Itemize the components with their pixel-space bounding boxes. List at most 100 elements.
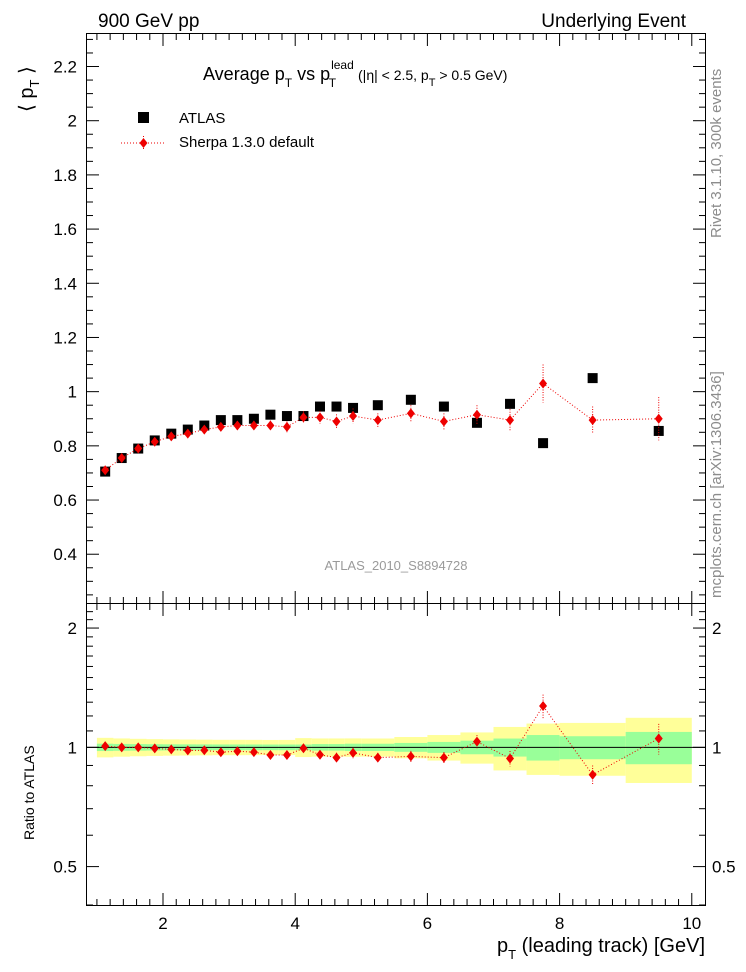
atlas-point-9 <box>248 413 259 424</box>
y-tick-label: 1.4 <box>53 274 77 293</box>
ratio-sherpa-point-19 <box>472 736 481 747</box>
ratio-sherpa-point-1 <box>117 742 126 753</box>
sherpa-point-0 <box>101 465 110 476</box>
sherpa-line <box>104 382 659 471</box>
y-tick-label: 1.6 <box>53 220 77 239</box>
y-tick-label: 0.4 <box>53 545 77 564</box>
ratio-sherpa-point-12 <box>299 743 308 754</box>
ratio-sherpa-point-23 <box>654 733 663 744</box>
sherpa-point-3 <box>150 436 159 447</box>
analysis-id: ATLAS_2010_S8894728 <box>325 558 468 573</box>
ratio-sherpa-point-0 <box>101 741 110 752</box>
mcplots-label: mcplots.cern.ch [arXiv:1306.3436] <box>708 371 725 598</box>
legend-label-atlas: ATLAS <box>179 110 225 127</box>
sherpa-point-1 <box>117 453 126 464</box>
sherpa-point-21 <box>539 378 548 389</box>
legend-marker-mc <box>139 138 148 148</box>
sherpa-point-15 <box>349 411 358 422</box>
atlas-point-18 <box>438 401 449 412</box>
ratio-y-tick-label-right: 1 <box>712 738 721 757</box>
ratio-sherpa-point-15 <box>349 747 358 758</box>
y-tick-label: 1.8 <box>53 166 77 185</box>
ratio-sherpa-point-22 <box>588 769 597 780</box>
y-tick-label: 2 <box>68 112 77 131</box>
ratio-sherpa-point-16 <box>373 752 382 763</box>
ratio-sherpa-point-5 <box>183 745 192 756</box>
atlas-point-8 <box>232 415 243 426</box>
ratio-sherpa-point-8 <box>233 746 242 757</box>
chart-title: Average pT vs plead T (|η| < 2.5, pT > 0.… <box>203 58 507 90</box>
x-axis-label: pT (leading track) [GeV] <box>497 935 705 962</box>
header-right: Underlying Event <box>541 11 686 32</box>
x-tick-label: 10 <box>682 914 701 933</box>
ratio-sherpa-point-18 <box>439 752 448 763</box>
x-tick-label: 6 <box>423 914 432 933</box>
atlas-point-14 <box>331 401 342 412</box>
ratio-sherpa-point-10 <box>266 750 275 761</box>
atlas-data-points <box>100 373 664 477</box>
atlas-point-22 <box>587 373 598 384</box>
ratio-y-tick-label-left: 2 <box>68 619 77 638</box>
sherpa-point-4 <box>167 431 176 442</box>
atlas-point-11 <box>281 411 292 422</box>
ratio-sherpa-point-11 <box>282 750 291 761</box>
sherpa-point-5 <box>183 428 192 439</box>
tick-labels: 2 4 6 8 10 0.4 0.6 0.8 1 1.2 1.4 1.6 1.8 2 2.2 0.5 0.5 1 1… <box>53 58 735 933</box>
legend-label-mc: Sherpa 1.3.0 default <box>179 134 315 151</box>
ratio-y-tick-label-left: 1 <box>68 738 77 757</box>
rivet-label: Rivet 3.1.10, 300k events <box>708 69 725 238</box>
atlas-point-17 <box>405 394 416 405</box>
ratio-sherpa-point-13 <box>315 749 324 760</box>
y-tick-label: 1.2 <box>53 328 77 347</box>
ratio-mc-points <box>101 694 663 785</box>
atlas-point-13 <box>314 401 325 412</box>
atlas-point-21 <box>538 438 549 449</box>
y-tick-label: 0.6 <box>53 491 77 510</box>
ratio-sherpa-point-4 <box>167 744 176 755</box>
atlas-point-7 <box>215 415 226 426</box>
sherpa-point-6 <box>200 424 209 435</box>
header-left: 900 GeV pp <box>98 11 199 32</box>
sherpa-mc-points <box>101 364 663 476</box>
legend-marker-atlas <box>138 112 149 123</box>
ratio-sherpa-point-14 <box>332 752 341 763</box>
sherpa-point-10 <box>266 420 275 431</box>
x-tick-label: 4 <box>290 914 299 933</box>
ratio-sherpa-point-9 <box>249 747 258 758</box>
ratio-y-tick-label-right: 0.5 <box>712 858 736 877</box>
ratio-sherpa-point-20 <box>506 753 515 764</box>
x-tick-label: 2 <box>158 914 167 933</box>
sherpa-point-19 <box>472 409 481 420</box>
y-tick-label: 2.2 <box>53 58 77 77</box>
sherpa-point-13 <box>315 412 324 423</box>
sherpa-point-17 <box>406 408 415 419</box>
ratio-ylabel: Ratio to ATLAS <box>21 745 37 840</box>
ratio-frame <box>86 603 706 906</box>
atlas-point-16 <box>372 400 383 411</box>
ratio-sherpa-point-17 <box>406 751 415 762</box>
sherpa-point-2 <box>134 443 143 454</box>
atlas-point-20 <box>505 398 516 409</box>
sherpa-point-11 <box>282 421 291 432</box>
axis-ticks <box>87 34 705 906</box>
main-ylabel: ⟨ pT ⟩ <box>16 66 42 112</box>
sherpa-point-18 <box>439 416 448 427</box>
ratio-y-tick-label-right: 2 <box>712 619 721 638</box>
ratio-y-tick-label-left: 0.5 <box>53 858 77 877</box>
sherpa-point-20 <box>506 415 515 426</box>
ratio-sherpa-point-7 <box>216 747 225 758</box>
ratio-sherpa-point-2 <box>134 742 143 753</box>
sherpa-point-7 <box>216 421 225 432</box>
y-tick-label: 0.8 <box>53 437 77 456</box>
ratio-sherpa-point-3 <box>150 743 159 754</box>
sherpa-point-14 <box>332 416 341 427</box>
atlas-point-23 <box>653 425 664 436</box>
sherpa-point-16 <box>373 415 382 426</box>
sherpa-point-12 <box>299 412 308 423</box>
ratio-sherpa-point-21 <box>539 700 548 711</box>
y-tick-label: 1 <box>68 383 77 402</box>
sherpa-point-9 <box>249 420 258 431</box>
sherpa-point-23 <box>654 413 663 424</box>
atlas-point-10 <box>265 409 276 420</box>
